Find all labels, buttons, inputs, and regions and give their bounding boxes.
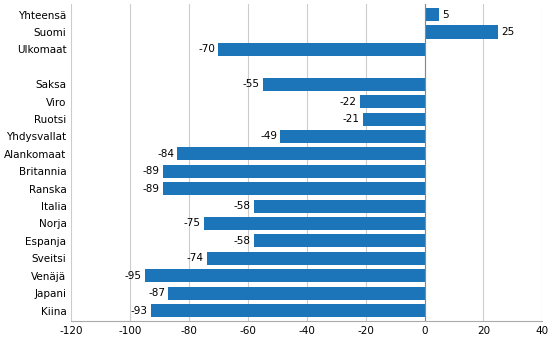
Text: -58: -58 (234, 201, 251, 211)
Text: -74: -74 (187, 253, 204, 263)
Bar (280, 130, 425, 143)
Text: -87: -87 (148, 288, 165, 298)
Text: -89: -89 (143, 184, 160, 194)
Bar (151, 304, 425, 317)
Text: -95: -95 (125, 271, 142, 281)
Text: 25: 25 (501, 27, 514, 37)
Bar (218, 43, 425, 56)
Bar (425, 8, 439, 21)
Bar (204, 217, 425, 230)
Text: -58: -58 (234, 236, 251, 246)
Bar (254, 234, 425, 248)
Bar (145, 269, 425, 282)
Text: -84: -84 (157, 149, 174, 159)
Bar (363, 113, 425, 125)
Bar (263, 78, 425, 91)
Bar (254, 200, 425, 212)
Bar (163, 165, 425, 178)
Text: -75: -75 (184, 219, 201, 228)
Bar (207, 252, 425, 265)
Text: 5: 5 (442, 10, 449, 20)
Text: -93: -93 (131, 306, 148, 316)
Text: -55: -55 (243, 79, 260, 89)
Text: -21: -21 (343, 114, 360, 124)
Bar (163, 182, 425, 195)
Bar (360, 95, 425, 108)
Bar (169, 287, 425, 300)
Text: -49: -49 (260, 132, 278, 141)
Bar (425, 26, 498, 38)
Text: -22: -22 (340, 97, 357, 107)
Bar (178, 147, 425, 160)
Text: -70: -70 (199, 45, 216, 54)
Text: -89: -89 (143, 166, 160, 176)
